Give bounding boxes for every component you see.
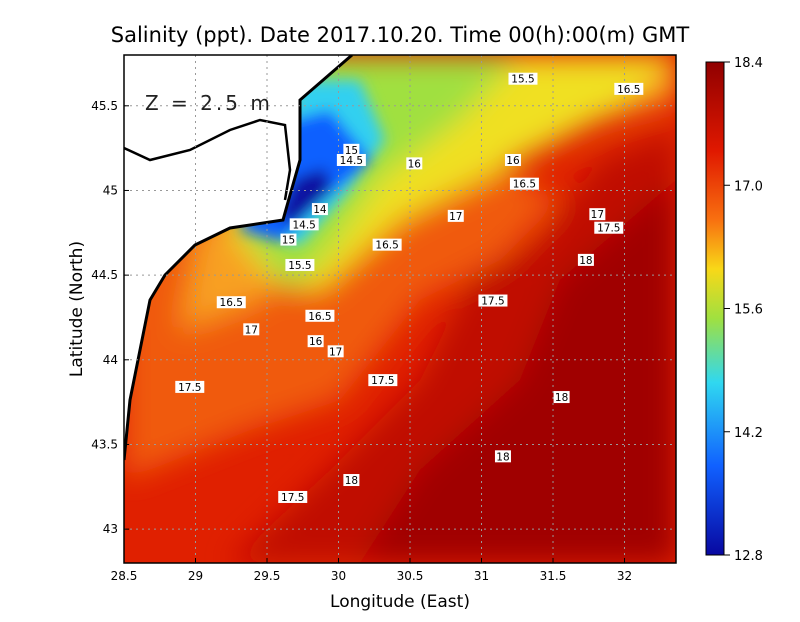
contour-label-bg (553, 391, 570, 404)
contour-label: 17 (449, 211, 462, 223)
contour-label-bg (508, 72, 538, 85)
contour-label: 16.5 (513, 179, 536, 191)
y-axis-label: Latitude (North) (67, 241, 87, 377)
contour-label: 14 (313, 204, 327, 216)
x-tick-label: 29 (188, 569, 203, 583)
contour-label: 17.5 (371, 375, 394, 387)
contour-label-bg (577, 253, 594, 266)
x-tick-label: 30 (331, 569, 346, 583)
contour-label: 17 (591, 209, 604, 221)
y-tick-label: 45 (103, 183, 118, 197)
contour-label-bg (343, 143, 360, 156)
depth-label: Z = 2.5 m (145, 91, 273, 115)
colorbar-tick-label: 15.6 (734, 303, 763, 318)
contour-label: 16.5 (308, 311, 331, 323)
contour-label-bg (614, 82, 644, 95)
contour-label-bg (243, 323, 260, 336)
contour-label-bg (216, 296, 246, 309)
contour-label-bg (589, 208, 606, 221)
x-tick-label: 28.5 (111, 569, 138, 583)
lake-shore (124, 118, 292, 201)
contour-label: 16.5 (617, 84, 640, 96)
contour-label-bg (327, 345, 344, 358)
colorbar-tick-label: 14.2 (734, 426, 763, 441)
contour-label: 16 (309, 336, 323, 348)
contour-label-bg (175, 380, 205, 393)
plot-frame (123, 54, 677, 564)
y-tick-label: 43 (103, 522, 118, 536)
contour-label: 14.5 (292, 219, 315, 231)
contour-label: 17.5 (281, 492, 304, 504)
contour-label: 17.5 (178, 382, 201, 394)
x-tick-label: 30.5 (397, 569, 424, 583)
colorbar-ticks: 18.4 17.0 15.6 14.2 12.8 (724, 56, 763, 564)
contour-label: 16 (506, 155, 520, 167)
contour-label-bg (289, 218, 319, 231)
colorbar-tick-label: 12.8 (734, 549, 763, 564)
contour-label: 14.5 (340, 155, 363, 167)
colorbar-tick-label: 18.4 (734, 56, 763, 71)
x-axis-ticks: 28.5 29 29.5 30 30.5 31 31.5 32 (111, 558, 632, 583)
y-tick-label: 45.5 (91, 99, 118, 113)
contour-label-bg (494, 450, 511, 463)
contour-label: 18 (496, 451, 509, 463)
contour-label-bg (305, 309, 335, 322)
contour-label: 17 (245, 324, 258, 336)
land-area (124, 55, 352, 460)
contour-label: 16.5 (375, 240, 398, 252)
colorbar (705, 61, 725, 556)
y-tick-label: 43.5 (91, 437, 118, 451)
chart-title: Salinity (ppt). Date 2017.10.20. Time 00… (111, 23, 690, 47)
contour-label: 18 (579, 255, 592, 267)
contour-label-bg (509, 177, 539, 190)
contour-label-bg (280, 233, 297, 246)
y-axis-ticks: 43 43.5 44 44.5 45 45.5 (91, 99, 129, 536)
contour-label: 15 (345, 145, 358, 157)
contour-label-bg (311, 203, 328, 216)
contour-label-bg (406, 157, 423, 170)
x-tick-label: 32 (617, 569, 632, 583)
colorbar-tick-label: 17.0 (734, 179, 763, 194)
contour-label: 18 (345, 475, 358, 487)
grid-lines (124, 55, 676, 563)
x-tick-label: 29.5 (254, 569, 281, 583)
contour-label: 17.5 (597, 223, 620, 235)
x-axis-label: Longitude (East) (330, 592, 470, 612)
contour-label-bg (447, 209, 464, 222)
y-tick-label: 44.5 (91, 268, 118, 282)
contour-label: 18 (555, 392, 568, 404)
coastline (124, 55, 353, 461)
contour-label-bg (478, 294, 508, 307)
contour-label: 15.5 (288, 260, 311, 272)
contour-label: 15.5 (511, 74, 534, 86)
x-tick-label: 31.5 (540, 569, 567, 583)
y-tick-label: 44 (103, 353, 118, 367)
contour-label: 16 (408, 158, 422, 170)
contour-label-bg (336, 153, 366, 166)
contour-label-bg (307, 335, 324, 348)
contour-label: 17.5 (481, 296, 504, 308)
contour-label-bg (285, 258, 315, 271)
contour-label-bg (594, 221, 624, 234)
contour-label-bg (368, 374, 398, 387)
contour-label: 17 (329, 346, 342, 358)
contour-label-bg (372, 238, 402, 251)
contour-label-bg (343, 474, 360, 487)
contour-label: 16.5 (220, 297, 243, 309)
contour-label: 15 (282, 235, 295, 247)
x-tick-label: 31 (474, 569, 489, 583)
contour-label-bg (278, 490, 308, 503)
contour-label-bg (504, 153, 521, 166)
